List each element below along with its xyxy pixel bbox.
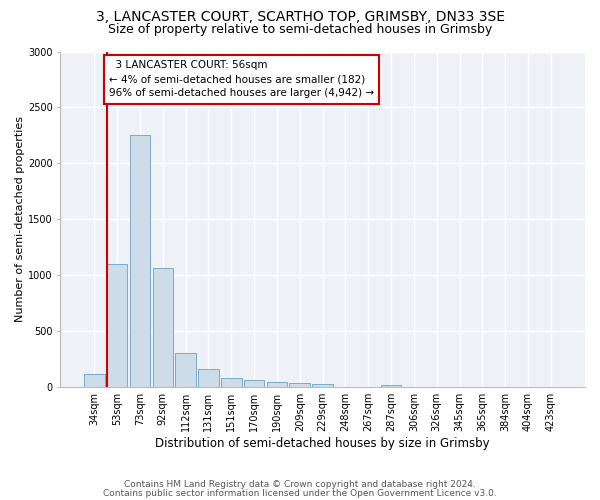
Bar xyxy=(198,370,219,387)
Text: 3, LANCASTER COURT, SCARTHO TOP, GRIMSBY, DN33 3SE: 3, LANCASTER COURT, SCARTHO TOP, GRIMSBY… xyxy=(95,10,505,24)
Bar xyxy=(152,268,173,387)
Bar xyxy=(313,384,333,387)
Y-axis label: Number of semi-detached properties: Number of semi-detached properties xyxy=(15,116,25,322)
Bar xyxy=(130,135,150,387)
Text: Contains HM Land Registry data © Crown copyright and database right 2024.: Contains HM Land Registry data © Crown c… xyxy=(124,480,476,489)
Text: Size of property relative to semi-detached houses in Grimsby: Size of property relative to semi-detach… xyxy=(108,22,492,36)
Bar xyxy=(266,382,287,387)
Bar xyxy=(84,374,104,387)
X-axis label: Distribution of semi-detached houses by size in Grimsby: Distribution of semi-detached houses by … xyxy=(155,437,490,450)
Bar xyxy=(107,264,127,387)
Bar xyxy=(289,384,310,387)
Bar xyxy=(381,385,401,387)
Text: 3 LANCASTER COURT: 56sqm
← 4% of semi-detached houses are smaller (182)
96% of s: 3 LANCASTER COURT: 56sqm ← 4% of semi-de… xyxy=(109,60,374,98)
Text: Contains public sector information licensed under the Open Government Licence v3: Contains public sector information licen… xyxy=(103,488,497,498)
Bar xyxy=(221,378,242,387)
Bar xyxy=(244,380,265,387)
Bar xyxy=(175,353,196,387)
